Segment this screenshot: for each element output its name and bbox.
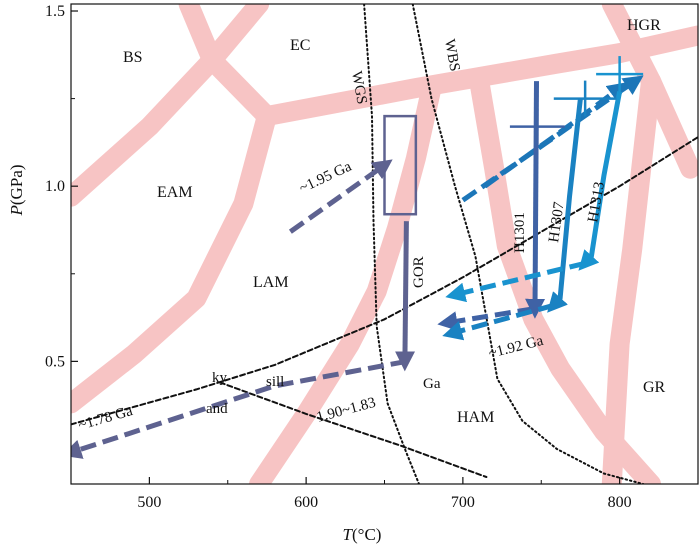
age-label-1-78: ~1.78 Ga [77, 403, 135, 434]
age-label-1-92: ~1.92 Ga [487, 333, 545, 362]
x-tick-label: 600 [294, 494, 318, 511]
pt-path-segment [71, 358, 407, 459]
reference-line-wgs [363, 4, 420, 484]
pt-path-segment [483, 82, 628, 189]
region-label-ec: EC [290, 37, 310, 54]
peak-condition-cross [509, 108, 565, 145]
y-tick-label: 0.5 [45, 353, 65, 370]
reaction-line [218, 381, 488, 478]
facies-boundary [178, 4, 223, 71]
reaction-label-sill: sill [266, 374, 284, 390]
h1313-label: H1313 [585, 181, 608, 224]
h1307-label: H1307 [546, 200, 568, 243]
pt-path-segment [437, 306, 534, 332]
pt-paths [71, 56, 644, 459]
facies-boundary [202, 50, 277, 127]
reaction-line [71, 136, 698, 426]
y-axis-label: P(GPa) [7, 165, 26, 217]
x-tick-label: 500 [137, 494, 161, 511]
facies-boundary [601, 71, 661, 484]
region-label-gr: GR [643, 379, 666, 396]
region-label-ham: HAM [457, 409, 494, 426]
facies-boundaries [71, 4, 698, 484]
reference-lines [71, 4, 698, 484]
gor-label: GOR [411, 256, 427, 288]
pressure-temperature-box [383, 114, 418, 216]
y-tick-label: 1.5 [45, 3, 65, 20]
pt-path-segment [547, 98, 583, 313]
facies-boundary [71, 106, 277, 414]
pt-path-segment [442, 302, 555, 341]
peak-condition-cross [553, 80, 617, 117]
reference-line-wbs [411, 4, 645, 484]
reaction-label-ky: ky [212, 370, 228, 386]
facies-boundary [71, 4, 270, 207]
age-label-1-95: ~1.95 Ga [297, 158, 354, 196]
pt-path-segment [288, 159, 393, 234]
facies-boundary [256, 25, 698, 127]
region-label-bs: BS [123, 49, 143, 66]
region-label-lam: LAM [253, 274, 289, 291]
axis-ticks: 500 600 700 800 0.5 1.0 1.5 [45, 3, 632, 511]
wbs-label: WBS [441, 38, 462, 73]
h1301-label: H1301 [512, 212, 528, 253]
x-tick-label: 700 [451, 494, 475, 511]
region-label-hgr: HGR [627, 17, 661, 34]
wgs-label: WGS [348, 70, 370, 106]
reaction-label-and: and [206, 401, 228, 417]
peak-condition-cross [596, 56, 644, 93]
pt-path-segment [395, 221, 416, 372]
facies-boundary [468, 67, 661, 484]
age-label-ga: Ga [423, 376, 441, 392]
y-tick-label: 1.0 [45, 178, 65, 195]
region-label-eam: EAM [157, 184, 193, 201]
x-tick-label: 800 [608, 494, 632, 511]
x-axis-label: T(°C) [343, 525, 382, 544]
pt-path-segment [578, 91, 623, 271]
